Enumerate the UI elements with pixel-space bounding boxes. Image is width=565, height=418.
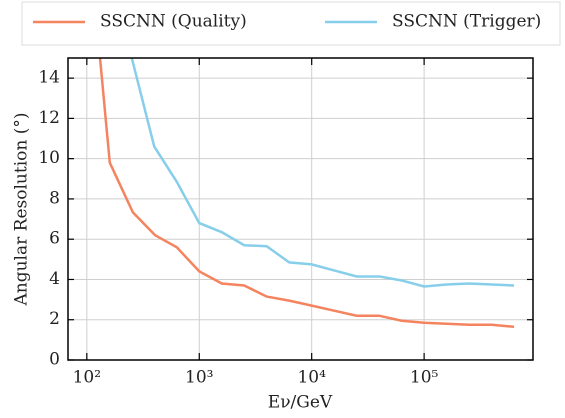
plot-frame <box>67 57 534 361</box>
x-axis-title: Eν/GeV <box>268 393 333 413</box>
x-tick-label: 10³ <box>185 368 213 388</box>
legend-box <box>21 1 561 46</box>
y-tick-label: 2 <box>49 309 60 329</box>
y-tick-label: 8 <box>49 188 60 208</box>
y-tick-label: 12 <box>38 108 60 128</box>
y-tick-label: 6 <box>49 229 60 249</box>
x-tick-label: 10² <box>73 368 101 388</box>
legend-label: SSCNN (Quality) <box>100 12 247 32</box>
y-tick-label: 0 <box>49 350 60 370</box>
series-line <box>98 58 515 329</box>
y-tick-label: 10 <box>38 148 60 168</box>
plot-area <box>98 58 515 329</box>
x-tick-label: 10⁴ <box>297 368 326 388</box>
series-line <box>130 58 515 288</box>
x-tick-label: 10⁵ <box>410 368 439 388</box>
legend-label: SSCNN (Trigger) <box>392 12 541 32</box>
y-axis-title: Angular Resolution (°) <box>12 113 32 307</box>
y-tick-label: 14 <box>38 68 60 88</box>
y-tick-label: 4 <box>49 269 60 289</box>
